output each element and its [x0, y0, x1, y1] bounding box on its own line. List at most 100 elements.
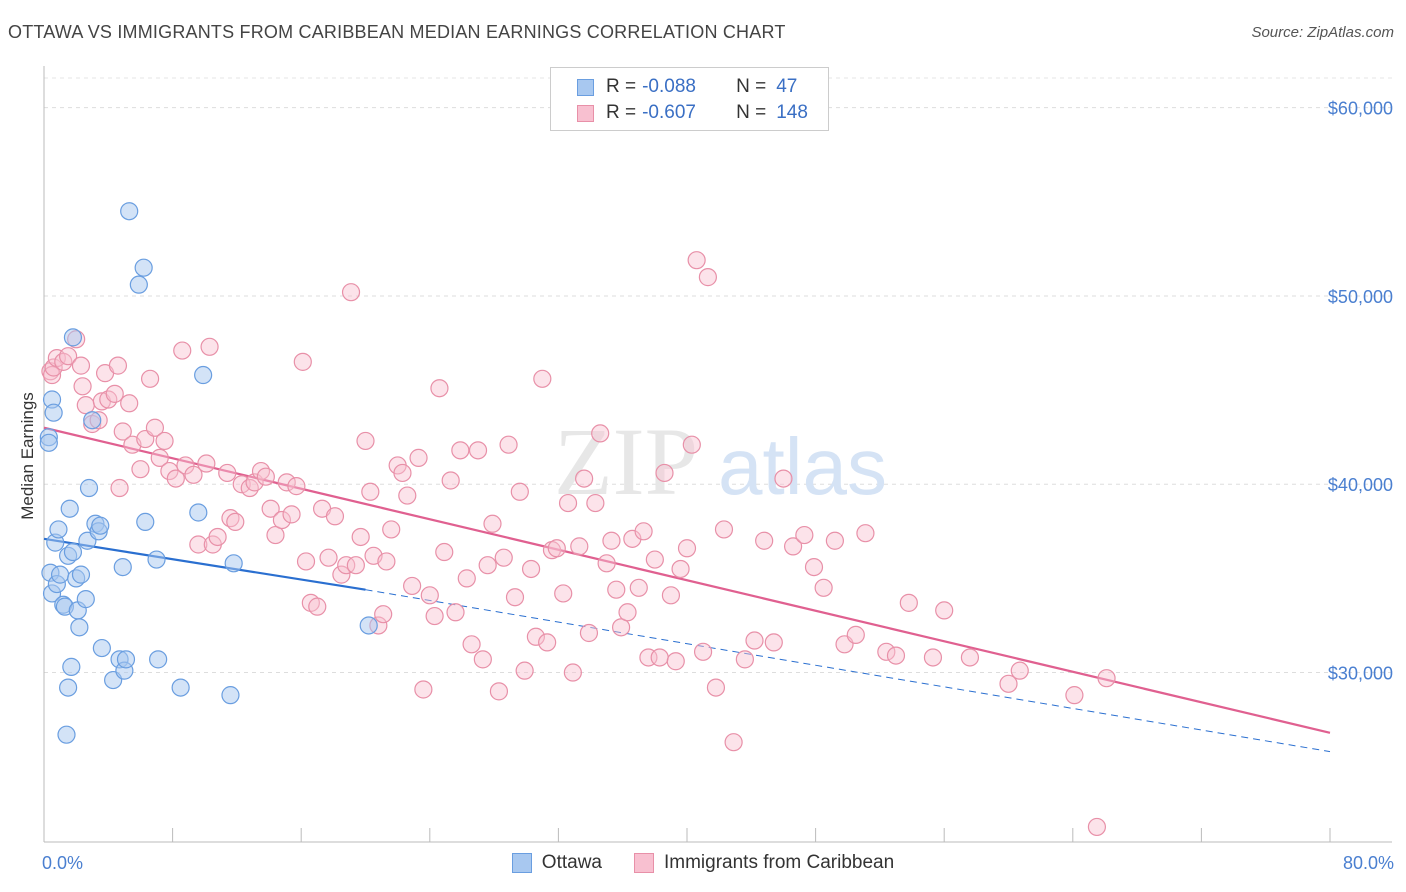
point-caribbean: [547, 539, 566, 558]
point-caribbean: [150, 448, 169, 467]
point-caribbean: [73, 377, 92, 396]
point-caribbean: [515, 661, 534, 680]
point-caribbean: [425, 606, 444, 626]
axes: [43, 66, 1392, 843]
bottom-legend-label-caribbean: Immigrants from Caribbean: [664, 852, 895, 873]
point-ottawa: [50, 565, 70, 584]
point-caribbean: [319, 548, 338, 567]
point-ottawa: [70, 618, 89, 637]
point-caribbean: [140, 369, 160, 388]
point-caribbean: [634, 522, 653, 541]
point-ottawa: [149, 650, 168, 669]
point-caribbean: [677, 539, 697, 558]
point-caribbean: [825, 531, 844, 550]
point-caribbean: [1065, 686, 1084, 705]
point-caribbean: [682, 435, 701, 454]
point-caribbean: [266, 525, 285, 545]
point-caribbean: [563, 663, 582, 682]
point-caribbean: [240, 478, 259, 498]
watermark-atlas: atlas: [718, 422, 887, 511]
legend-n-label: N =: [736, 102, 767, 123]
point-caribbean: [59, 347, 78, 366]
point-caribbean: [650, 648, 669, 667]
point-ottawa: [60, 499, 79, 518]
point-caribbean: [655, 463, 674, 483]
point-ottawa: [189, 503, 208, 522]
gridlines: [44, 77, 1392, 674]
legend-swatch-ottawa: [577, 78, 594, 96]
point-caribbean: [510, 482, 529, 501]
point-caribbean: [160, 461, 179, 481]
point-caribbean: [462, 635, 481, 654]
point-caribbean: [155, 431, 174, 451]
point-caribbean: [420, 586, 439, 605]
point-caribbean: [76, 396, 95, 415]
y-axis-label: Median Earnings: [18, 392, 37, 520]
point-ottawa: [44, 403, 63, 422]
point-ottawa: [359, 616, 378, 635]
point-caribbean: [1087, 817, 1107, 837]
point-caribbean: [120, 394, 139, 413]
point-ottawa: [221, 686, 240, 705]
point-caribbean: [277, 473, 296, 492]
point-caribbean: [899, 593, 918, 612]
legend: R = -0.088 N = 47 R = -0.607 N = 148: [550, 67, 829, 131]
point-caribbean: [173, 341, 192, 360]
point-caribbean: [435, 542, 454, 562]
point-caribbean: [661, 586, 681, 605]
point-caribbean: [714, 520, 734, 539]
point-caribbean: [131, 460, 150, 479]
point-caribbean: [586, 493, 605, 513]
x-tick-label-max: 80.0%: [1343, 853, 1394, 873]
bottom-legend: Ottawa Immigrants from Caribbean: [0, 852, 1406, 874]
point-caribbean: [602, 531, 621, 550]
x-tick-label-min: 0.0%: [42, 853, 83, 873]
trend-line-ottawa-extension: [365, 589, 1331, 753]
point-ottawa: [63, 328, 83, 347]
point-caribbean: [287, 477, 306, 496]
point-caribbean: [923, 648, 943, 667]
point-caribbean: [414, 680, 433, 699]
point-caribbean: [774, 469, 793, 488]
point-caribbean: [629, 578, 648, 597]
point-caribbean: [671, 559, 690, 579]
point-caribbean: [197, 454, 216, 473]
legend-row-caribbean: R = -0.607 N = 148: [577, 101, 808, 125]
point-caribbean: [337, 556, 356, 575]
point-caribbean: [783, 537, 803, 556]
point-caribbean: [489, 682, 509, 701]
point-caribbean: [645, 550, 664, 569]
point-caribbean: [361, 482, 380, 501]
watermark: ZIP atlas: [554, 408, 887, 515]
chart-title: OTTAWA VS IMMIGRANTS FROM CARIBBEAN MEDI…: [8, 22, 786, 42]
point-caribbean: [261, 499, 280, 518]
point-ottawa: [129, 275, 148, 294]
point-caribbean: [570, 537, 589, 556]
point-caribbean: [71, 356, 91, 375]
point-caribbean: [341, 283, 361, 302]
point-caribbean: [483, 514, 502, 533]
point-ottawa: [63, 542, 83, 562]
point-caribbean: [446, 603, 465, 622]
point-caribbean: [611, 618, 631, 637]
data-points: [39, 202, 1116, 837]
point-caribbean: [499, 435, 518, 454]
point-ottawa: [57, 725, 76, 744]
point-caribbean: [398, 486, 417, 505]
point-caribbean: [356, 431, 375, 451]
point-ottawa: [224, 554, 243, 573]
point-ottawa: [83, 411, 102, 430]
point-ottawa: [62, 657, 81, 676]
point-caribbean: [208, 527, 227, 547]
point-caribbean: [409, 448, 428, 467]
trend-line-ottawa: [43, 537, 366, 591]
point-caribbean: [457, 569, 476, 588]
point-caribbean: [687, 251, 706, 270]
point-caribbean: [296, 552, 316, 571]
point-caribbean: [724, 733, 743, 752]
point-caribbean: [735, 650, 754, 669]
point-caribbean: [558, 493, 578, 513]
point-ottawa: [194, 365, 213, 385]
legend-row-ottawa: R = -0.088 N = 47: [577, 75, 797, 99]
